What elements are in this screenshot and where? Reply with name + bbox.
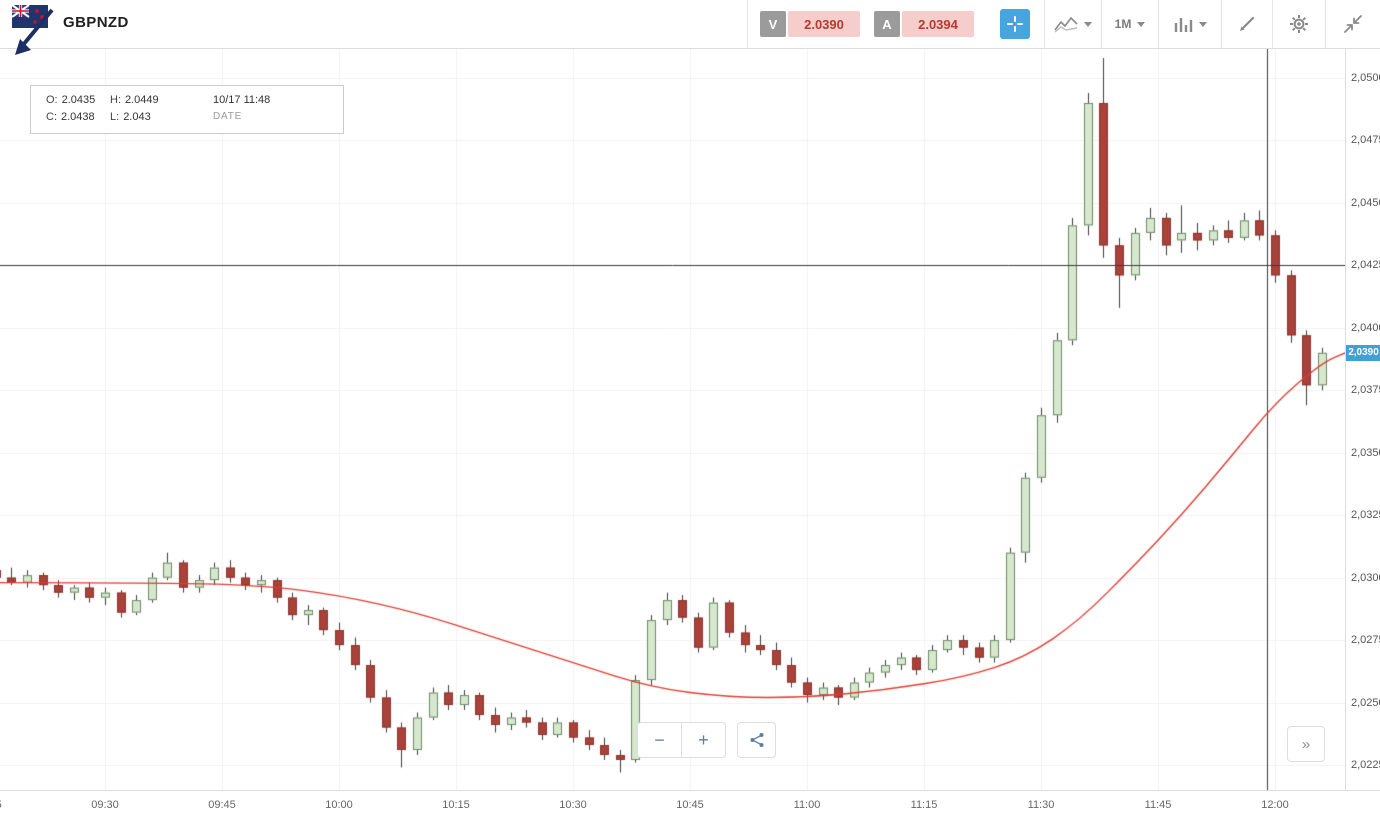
open-value: O: 2.0435 <box>46 94 96 106</box>
zoom-controls: − + <box>637 722 726 758</box>
price-axis-label: 2,0300 <box>1351 571 1380 584</box>
hover-datetime: 10/17 11:48 <box>213 94 271 106</box>
indicators-button[interactable] <box>1159 0 1221 48</box>
price-axis[interactable]: 2,0390 2,0500 2,0475 2,0450 2,0425 2,0400 2,0… <box>1345 48 1380 790</box>
time-axis-label: 11:15 <box>910 799 938 811</box>
zoom-in-button[interactable]: + <box>681 722 726 758</box>
price-axis-label: 2,0225 <box>1351 759 1380 771</box>
share-icon <box>749 732 765 748</box>
sell-price[interactable]: 2.0390 <box>788 11 860 37</box>
price-axis-label: 2,0400 <box>1351 321 1380 334</box>
price-axis-label: 2,0500 <box>1351 72 1380 84</box>
time-axis-label: 10:15 <box>442 799 470 811</box>
chevron-down-icon <box>1199 21 1207 27</box>
price-axis-label: 2,0325 <box>1351 509 1380 522</box>
instrument-logo <box>6 2 62 62</box>
separator <box>1101 0 1102 48</box>
time-axis-label: 10:30 <box>559 799 587 811</box>
time-axis-label: 09:45 <box>208 799 236 811</box>
close-value: C: 2.0438 <box>46 111 95 123</box>
separator <box>1158 0 1159 48</box>
arrow-annotation-icon <box>15 8 54 55</box>
chevron-down-icon <box>1137 21 1146 27</box>
time-axis-label: 10:45 <box>676 799 704 811</box>
separator <box>1221 0 1222 48</box>
high-value: H: 2.0449 <box>110 94 159 106</box>
expand-panel-button[interactable]: » <box>1287 726 1325 762</box>
time-axis-label: 09:15 <box>0 799 2 811</box>
share-button[interactable] <box>737 722 776 758</box>
separator <box>747 0 748 48</box>
timeframe-label: 1M <box>1114 17 1132 31</box>
collapse-button[interactable] <box>1326 0 1380 48</box>
chart-type-button[interactable] <box>1045 0 1101 48</box>
date-caption: DATE <box>213 111 243 122</box>
price-axis-label: 2,0425 <box>1351 259 1380 272</box>
separator <box>1325 0 1326 48</box>
price-axis-label: 2,0375 <box>1351 384 1380 397</box>
toolbar: V 2.0390 A 2.0394 1M <box>747 0 1380 48</box>
indicators-icon <box>1173 15 1193 33</box>
separator <box>1272 0 1273 48</box>
time-axis-label: 10:00 <box>325 799 353 811</box>
sell-button[interactable]: V <box>760 11 786 37</box>
separator <box>1044 0 1045 48</box>
low-value: L: 2.043 <box>110 111 151 123</box>
top-bar: GBPNZD V 2.0390 A 2.0394 1M <box>0 0 1380 49</box>
zoom-out-button[interactable]: − <box>637 722 682 758</box>
quote-group: V 2.0390 A 2.0394 <box>748 11 986 37</box>
crosshair-tool-button[interactable] <box>1000 9 1030 39</box>
chart-canvas[interactable] <box>0 48 1345 790</box>
timeframe-button[interactable]: 1M <box>1102 0 1158 48</box>
price-axis-label: 2,0475 <box>1351 134 1380 147</box>
time-axis-label: 09:30 <box>91 799 119 811</box>
time-axis-label: 11:45 <box>1144 799 1172 811</box>
price-axis-label: 2,0250 <box>1351 696 1380 709</box>
brush-icon <box>1237 14 1257 34</box>
price-axis-label: 2,0450 <box>1351 196 1380 209</box>
time-axis[interactable]: 09:15 09:30 09:45 10:00 10:15 10:30 10:45 11:00… <box>0 790 1380 822</box>
drawing-tool-button[interactable] <box>1222 0 1272 48</box>
crosshair-icon <box>1006 15 1024 33</box>
time-axis-label: 11:00 <box>793 799 821 811</box>
time-axis-label: 11:30 <box>1027 799 1055 811</box>
symbol-title: GBPNZD <box>63 14 129 31</box>
price-axis-label: 2,0275 <box>1351 634 1380 647</box>
price-axis-label: 2,0350 <box>1351 446 1380 459</box>
collapse-icon <box>1343 14 1363 34</box>
gear-icon <box>1289 14 1309 34</box>
buy-button[interactable]: A <box>874 11 900 37</box>
last-price-badge: 2,0390 <box>1346 344 1380 361</box>
ohlc-info-box: O: 2.0435 H: 2.0449 10/17 11:48 C: 2.0438 L… <box>30 85 344 134</box>
settings-button[interactable] <box>1273 0 1325 48</box>
time-axis-label: 12:00 <box>1261 799 1289 811</box>
pair-flag-icon <box>11 4 48 28</box>
chart-type-icon <box>1054 16 1078 33</box>
chevron-down-icon <box>1084 21 1092 27</box>
buy-price[interactable]: 2.0394 <box>902 11 974 37</box>
